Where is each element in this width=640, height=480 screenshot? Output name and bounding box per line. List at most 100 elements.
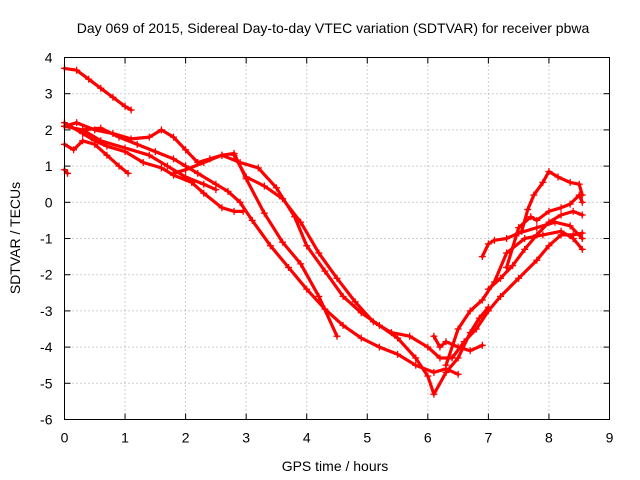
data-point bbox=[285, 263, 293, 271]
y-tick-label: 0 bbox=[45, 194, 53, 210]
data-point bbox=[73, 66, 81, 74]
series-arc-2 bbox=[61, 166, 72, 177]
data-point bbox=[79, 126, 87, 134]
data-point bbox=[545, 168, 553, 176]
series-arc-8 bbox=[170, 151, 492, 398]
y-tick-label: -2 bbox=[40, 267, 53, 283]
series-arc-9 bbox=[230, 151, 586, 362]
data-point bbox=[557, 204, 565, 212]
series-arc-13 bbox=[484, 207, 586, 293]
data-point bbox=[454, 343, 462, 351]
data-point bbox=[503, 249, 511, 257]
data-point bbox=[121, 102, 129, 110]
data-point bbox=[545, 207, 553, 215]
data-point bbox=[321, 267, 329, 275]
data-point bbox=[503, 263, 511, 271]
data-point bbox=[406, 332, 414, 340]
data-point bbox=[533, 231, 541, 239]
data-point bbox=[539, 178, 547, 186]
data-point bbox=[145, 151, 153, 159]
series-trace bbox=[62, 66, 133, 112]
data-point bbox=[200, 158, 208, 166]
data-point bbox=[533, 256, 541, 264]
data-point bbox=[157, 126, 165, 134]
data-point bbox=[200, 180, 208, 188]
data-point bbox=[442, 368, 450, 376]
y-tick-label: 1 bbox=[45, 158, 53, 174]
data-point bbox=[521, 245, 529, 253]
data-point bbox=[527, 213, 535, 221]
data-point bbox=[478, 253, 486, 261]
series-trace bbox=[444, 229, 584, 367]
data-point bbox=[430, 368, 438, 376]
data-point bbox=[194, 169, 202, 177]
x-tick-label: 5 bbox=[363, 430, 371, 446]
x-tick-label: 8 bbox=[545, 430, 553, 446]
data-point bbox=[436, 343, 444, 351]
data-point bbox=[351, 298, 359, 306]
data-point bbox=[454, 325, 462, 333]
data-point bbox=[539, 231, 547, 239]
data-point bbox=[545, 218, 553, 226]
axis-ticks bbox=[64, 57, 610, 420]
data-point bbox=[248, 216, 256, 224]
data-point bbox=[200, 189, 208, 197]
data-point bbox=[412, 354, 420, 362]
data-point bbox=[139, 158, 147, 166]
data-point bbox=[566, 222, 574, 230]
x-tick-label: 1 bbox=[121, 430, 129, 446]
series-arc-15 bbox=[518, 168, 586, 235]
data-point bbox=[224, 187, 232, 195]
data-point bbox=[388, 329, 395, 337]
data-point bbox=[575, 180, 583, 188]
data-point bbox=[70, 146, 78, 154]
data-point bbox=[442, 361, 450, 369]
series-arc-1 bbox=[61, 64, 135, 114]
data-point bbox=[103, 151, 111, 159]
data-point bbox=[182, 146, 190, 154]
data-point bbox=[424, 343, 432, 351]
data-point bbox=[272, 184, 280, 192]
data-point bbox=[578, 235, 586, 242]
data-point bbox=[412, 361, 420, 369]
grid bbox=[64, 57, 610, 420]
x-tick-labels: 0 1 2 3 4 5 6 7 8 9 bbox=[61, 430, 614, 446]
data-point bbox=[490, 236, 498, 244]
data-point bbox=[430, 332, 438, 340]
data-point bbox=[515, 224, 523, 232]
data-series bbox=[61, 64, 586, 398]
data-point bbox=[109, 93, 117, 101]
y-tick-label: 2 bbox=[45, 122, 53, 138]
data-point bbox=[545, 242, 553, 250]
data-point bbox=[339, 321, 347, 329]
chart-title: Day 069 of 2015, Sidereal Day-to-day VTE… bbox=[77, 20, 590, 36]
data-point bbox=[454, 354, 462, 362]
data-point bbox=[260, 209, 268, 217]
series-trace bbox=[171, 153, 490, 396]
data-point bbox=[503, 235, 511, 242]
data-point bbox=[466, 347, 474, 355]
data-point bbox=[157, 164, 165, 172]
data-point bbox=[279, 195, 286, 203]
data-point bbox=[218, 204, 226, 212]
data-point bbox=[127, 106, 135, 114]
data-point bbox=[115, 133, 123, 141]
data-point bbox=[97, 137, 105, 145]
series-trace bbox=[486, 209, 584, 291]
x-axis-label: GPS time / hours bbox=[282, 458, 389, 474]
data-point bbox=[339, 292, 347, 300]
data-point bbox=[430, 390, 438, 398]
data-point bbox=[97, 124, 105, 132]
data-point bbox=[279, 238, 286, 246]
data-point bbox=[145, 133, 153, 141]
data-point bbox=[518, 227, 526, 235]
data-point bbox=[484, 285, 492, 293]
data-point bbox=[121, 144, 129, 152]
data-point bbox=[97, 84, 105, 92]
data-point bbox=[236, 198, 244, 206]
data-point bbox=[303, 242, 311, 250]
data-point bbox=[170, 155, 177, 163]
y-tick-label: 4 bbox=[45, 50, 53, 66]
data-point bbox=[85, 75, 93, 83]
x-tick-label: 4 bbox=[303, 430, 311, 446]
